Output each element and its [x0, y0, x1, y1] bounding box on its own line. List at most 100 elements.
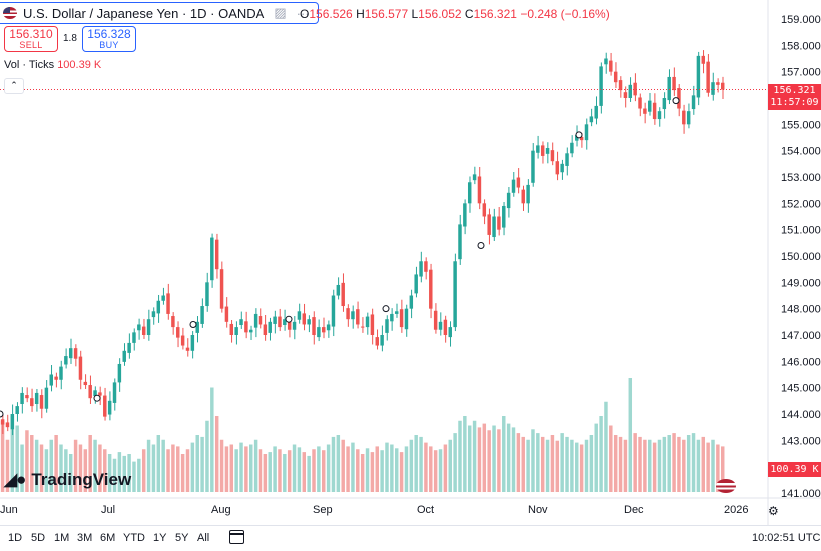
candle-body — [618, 80, 623, 91]
candle-body — [244, 321, 248, 333]
candle-body — [380, 335, 384, 346]
volume-bar — [613, 435, 618, 492]
bar-countdown: 11:57:09 — [770, 97, 819, 108]
volume-bar — [623, 439, 628, 492]
candle-body — [565, 153, 569, 166]
volume-bar — [326, 444, 331, 492]
candle-body — [49, 374, 53, 386]
x-tick-label: Oct — [417, 504, 434, 516]
candle-body — [78, 356, 83, 380]
volume-bar — [672, 433, 676, 492]
candle-body — [594, 105, 598, 119]
candle-body — [25, 395, 29, 399]
y-tick-label: 143.000 — [781, 435, 821, 447]
candle-body — [686, 111, 691, 125]
candle-body — [103, 395, 107, 417]
candle-body — [467, 182, 472, 204]
candle-body — [360, 326, 365, 328]
event-marker-icon — [285, 315, 293, 323]
volume-bar — [317, 446, 321, 492]
collapse-legend-button[interactable]: ⌃ — [4, 78, 24, 94]
range-1m[interactable]: 1M — [54, 532, 70, 544]
candle-body — [536, 145, 540, 153]
candle-body — [59, 366, 63, 380]
volume-bar — [273, 446, 277, 492]
volume-bar — [662, 436, 667, 492]
buy-button[interactable]: 156.328 BUY — [82, 26, 136, 52]
range-5d[interactable]: 5D — [31, 532, 46, 544]
range-all[interactable]: All — [197, 532, 210, 544]
tradingview-logo[interactable]: ◢● TradingView — [4, 470, 131, 490]
candle-body — [545, 148, 550, 154]
candle-body — [648, 100, 652, 112]
candle-body — [448, 327, 452, 338]
sell-button[interactable]: 156.310 SELL — [4, 26, 58, 52]
volume-bar — [565, 436, 569, 492]
volume-bar — [331, 436, 336, 492]
volume-bar — [103, 449, 107, 492]
x-tick-label: 2026 — [724, 504, 748, 516]
range-6m[interactable]: 6M — [100, 532, 116, 544]
volume-value: 100.39 K — [57, 59, 102, 71]
candle-body — [424, 261, 428, 272]
volume-bar — [161, 439, 165, 492]
spread-value: 1.8 — [63, 33, 77, 44]
volume-bar — [531, 429, 535, 492]
volume-bar — [652, 442, 657, 492]
currency-flag-icon[interactable] — [716, 479, 736, 493]
candle-body — [492, 216, 496, 238]
candle-body — [331, 295, 336, 327]
event-marker-icon — [477, 241, 485, 249]
volume-bar — [560, 433, 564, 492]
y-tick-label: 157.000 — [781, 67, 821, 79]
candle-body — [180, 335, 185, 346]
candle-body — [419, 261, 423, 277]
range-1d[interactable]: 1D — [8, 532, 23, 544]
candle-body — [497, 216, 501, 230]
volume-bar — [200, 436, 204, 492]
candle-body — [239, 319, 243, 325]
y-tick-label: 153.000 — [781, 172, 821, 184]
buy-label: BUY — [99, 40, 119, 50]
candle-body — [711, 82, 715, 95]
tradingview-logo-text: TradingView — [31, 470, 132, 489]
candle-body — [185, 347, 190, 351]
range-ytd[interactable]: YTD — [123, 532, 145, 544]
volume-bar — [716, 444, 720, 492]
candle-body — [506, 192, 511, 209]
candle-body — [716, 82, 720, 85]
volume-bar — [458, 420, 462, 492]
event-marker-icon — [189, 320, 197, 328]
volume-bar — [239, 442, 243, 492]
volume-legend[interactable]: Vol · Ticks 100.39 K — [4, 59, 101, 71]
volume-bar — [229, 444, 234, 492]
volume-bar — [506, 423, 511, 492]
low-label: L — [411, 7, 419, 21]
x-tick-label: Dec — [624, 504, 644, 516]
range-3m[interactable]: 3M — [77, 532, 93, 544]
volume-bar — [609, 425, 613, 492]
candle-body — [156, 300, 161, 314]
candle-body — [394, 311, 399, 314]
candle-body — [190, 335, 195, 351]
volume-bar — [244, 446, 248, 492]
candle-body — [5, 422, 10, 428]
compare-icon[interactable]: ▨ — [274, 5, 287, 20]
candle-body — [258, 316, 263, 325]
calendar-icon[interactable] — [229, 530, 244, 544]
candle-body — [589, 116, 594, 123]
symbol-search-box[interactable]: U.S. Dollar / Japanese Yen · 1D · OANDA … — [0, 2, 319, 24]
volume-bar — [224, 446, 229, 492]
candle-body — [166, 293, 170, 314]
range-5y[interactable]: 5Y — [175, 532, 189, 544]
gear-icon[interactable]: ⚙ — [768, 504, 779, 518]
candle-body — [482, 203, 487, 217]
volume-bar — [214, 416, 219, 492]
range-1y[interactable]: 1Y — [153, 532, 167, 544]
candle-body — [88, 385, 92, 399]
utc-clock[interactable]: 10:02:51 UTC — [752, 532, 821, 544]
volume-bar — [453, 433, 457, 492]
more-icon[interactable]: ··· — [296, 5, 310, 21]
candle-body — [64, 356, 68, 365]
